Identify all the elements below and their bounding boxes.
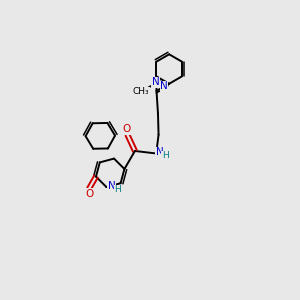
Text: N: N (156, 147, 164, 157)
Text: N: N (160, 81, 168, 92)
Text: O: O (85, 188, 93, 199)
Text: O: O (123, 124, 131, 134)
Text: N: N (152, 77, 160, 87)
Text: CH₃: CH₃ (133, 87, 150, 96)
Text: H: H (162, 151, 168, 160)
Text: N: N (108, 182, 116, 191)
Text: H: H (114, 185, 121, 194)
